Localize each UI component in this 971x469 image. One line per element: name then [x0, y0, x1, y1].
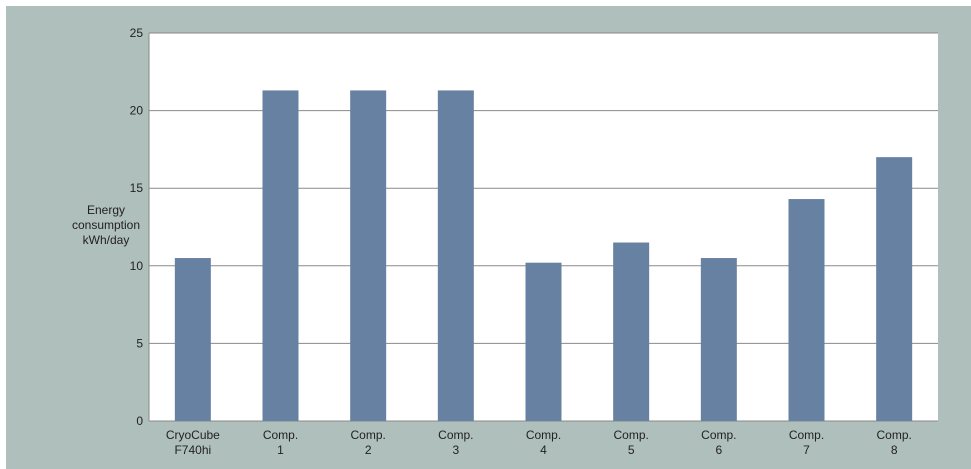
x-category-label-6: Comp. 6: [701, 428, 736, 457]
y-axis-label: Energy consumption kWh/day: [72, 203, 140, 247]
bar-7: [788, 199, 825, 421]
bar-6: [700, 258, 737, 421]
bar-4: [525, 262, 562, 421]
y-tick-label-0: 0: [136, 414, 143, 428]
bar-8: [876, 157, 913, 421]
bar-5: [613, 242, 650, 421]
y-tick-label-10: 10: [130, 259, 144, 273]
x-category-label-1: Comp. 1: [263, 428, 298, 457]
x-category-label-4: Comp. 4: [526, 428, 561, 457]
x-category-label-0: CryoCube F740hi: [166, 428, 220, 457]
bars: [174, 90, 913, 421]
x-category-label-2: Comp. 2: [350, 428, 385, 457]
bar-0: [174, 258, 211, 421]
bar-3: [437, 90, 474, 421]
x-category-label-5: Comp. 5: [613, 428, 648, 457]
y-tick-label-15: 15: [130, 181, 144, 195]
y-tick-label-20: 20: [130, 104, 144, 118]
bar-1: [262, 90, 299, 421]
x-category-label-8: Comp. 8: [876, 428, 911, 457]
y-tick-label-25: 25: [130, 26, 144, 40]
x-axis-category-labels: CryoCube F740hi Comp. 1 Comp. 2 Comp. 3 Comp. 4 Co…: [166, 428, 912, 457]
y-tick-label-5: 5: [136, 336, 143, 350]
bar-chart: 0 5 10 15 20 25 CryoCube F740hi Comp. 1 Comp. 2 Com…: [72, 26, 938, 457]
bar-2: [350, 90, 387, 421]
x-category-label-7: Comp. 7: [789, 428, 824, 457]
x-category-label-3: Comp. 3: [438, 428, 473, 457]
y-axis-tick-labels: 0 5 10 15 20 25: [130, 26, 144, 428]
